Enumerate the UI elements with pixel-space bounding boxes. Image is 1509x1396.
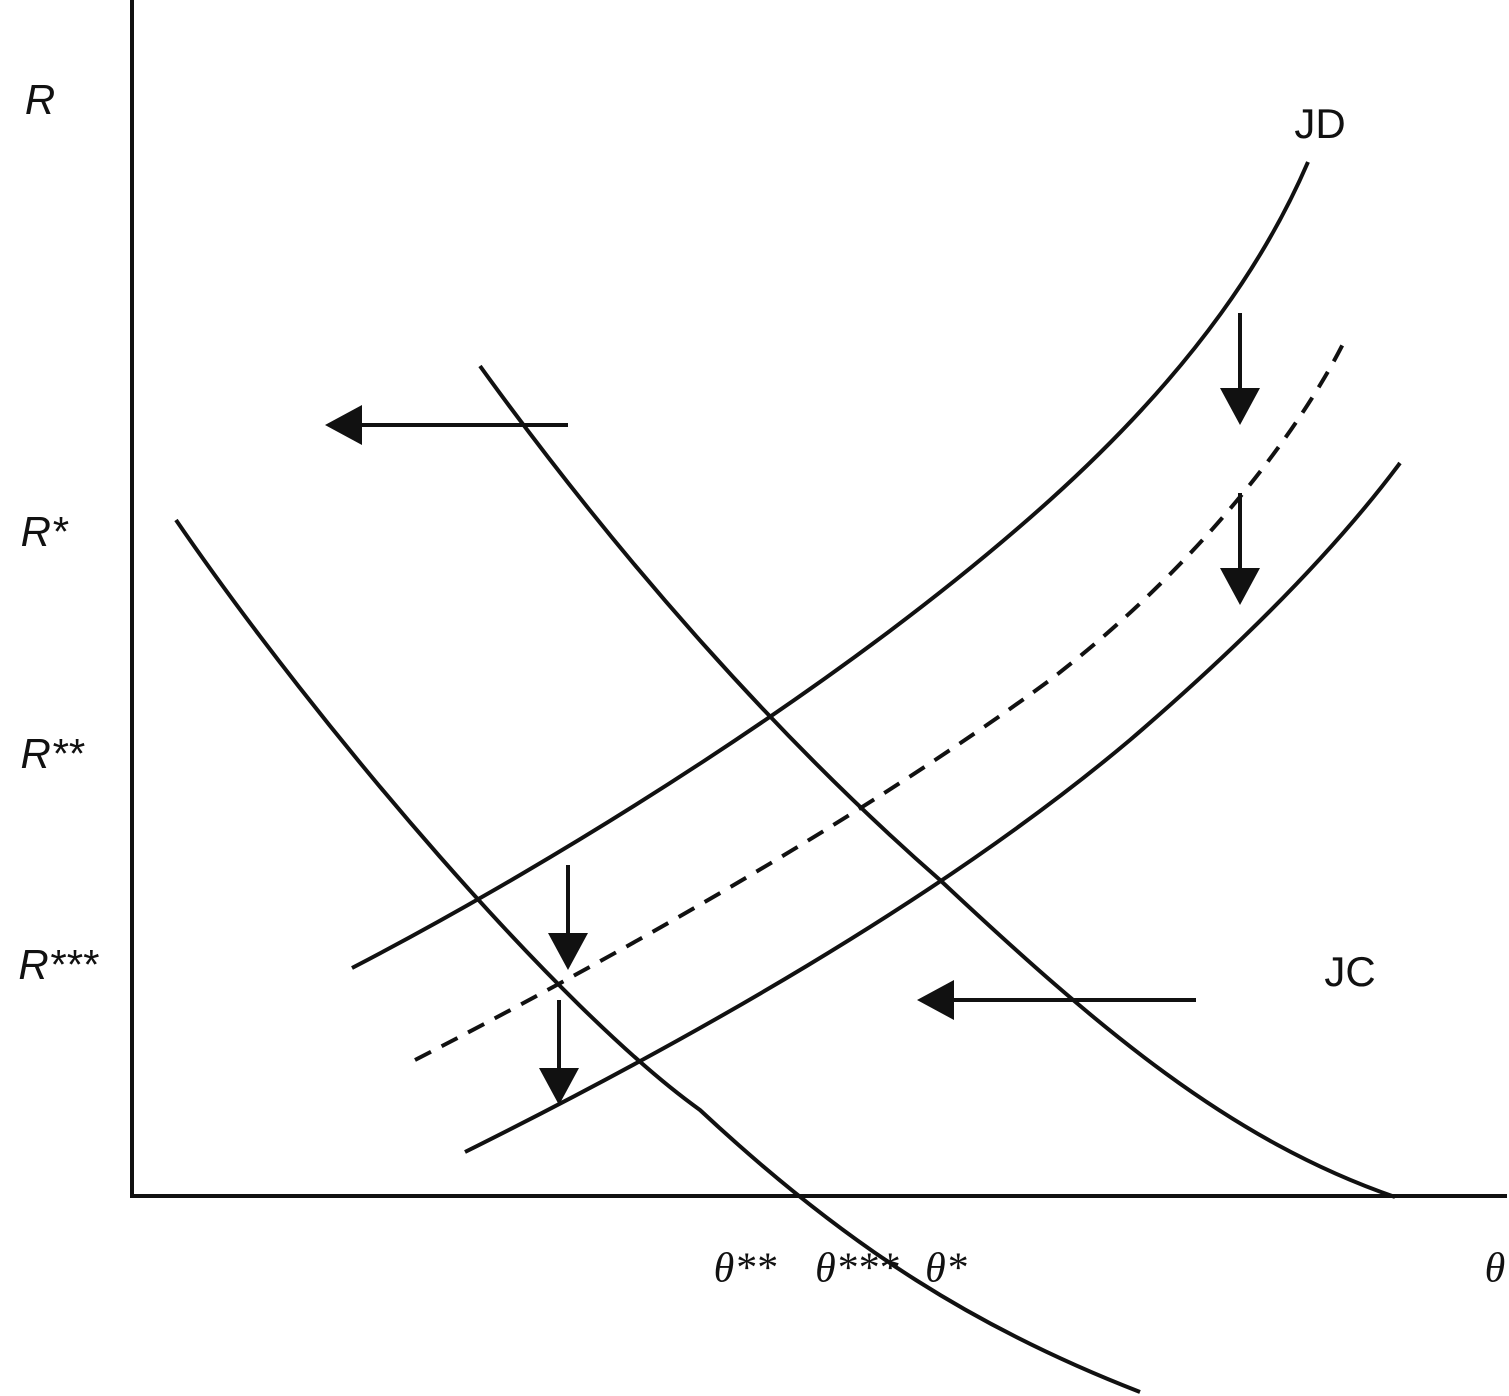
x-level-label: θ* [925,1246,967,1292]
y-level-label: R** [20,730,85,777]
x-level-label: θ*** [815,1246,899,1292]
jd-curve-final [464,461,1402,1154]
x-level-label: θ** [714,1246,777,1292]
y-axis-label: R [25,76,55,123]
jd-curve [351,161,1310,970]
y-level-label: R* [21,508,69,555]
jd-curve-shifted [414,339,1347,1062]
jc-curve [478,364,1396,1199]
y-level-label: R*** [18,941,99,988]
arrows [325,313,1260,1105]
x-axis-label: θ [1485,1246,1506,1292]
curve-label: JC [1324,948,1375,995]
jc-curve-shifted [174,518,1141,1394]
curve-label: JD [1294,100,1345,147]
